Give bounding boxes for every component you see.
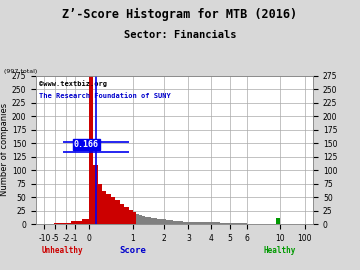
Bar [199,222,211,224]
Bar [230,223,238,224]
Bar [139,215,142,224]
Text: Sector: Financials: Sector: Financials [124,30,236,40]
Bar [168,220,171,224]
Text: ©www.textbiz.org: ©www.textbiz.org [39,80,107,87]
Bar [163,219,166,224]
Bar [71,221,82,224]
Text: 0.166: 0.166 [74,140,99,149]
Bar [151,218,154,224]
Bar [54,223,57,224]
Bar [142,216,145,224]
Bar [181,221,184,224]
Bar [93,165,98,224]
Bar [89,76,93,224]
Bar [171,220,174,224]
Bar [184,222,186,224]
Y-axis label: Number of companies: Number of companies [0,103,9,196]
Bar [211,222,220,224]
Text: The Research Foundation of SUNY: The Research Foundation of SUNY [39,93,171,99]
Bar [220,223,230,224]
Bar [111,197,115,224]
Bar [107,194,111,224]
Bar [98,184,102,224]
Bar [61,223,65,224]
Text: Unhealthy: Unhealthy [41,246,83,255]
Bar [136,214,139,224]
Bar [82,219,89,224]
Bar [161,219,163,224]
Bar [124,207,129,224]
Bar [157,219,161,224]
Bar [65,223,71,224]
Bar [129,210,133,224]
Bar [102,191,107,224]
Bar [166,220,168,224]
Bar [120,204,124,224]
Bar [148,217,151,224]
Bar [57,223,61,224]
Bar [179,221,181,224]
Text: Healthy: Healthy [263,246,296,255]
Bar [154,218,157,224]
Bar [174,221,176,224]
Bar [145,217,148,224]
Bar [186,222,189,224]
Text: Score: Score [120,246,147,255]
Text: (997 total): (997 total) [4,69,37,74]
Bar [238,223,247,224]
Bar [276,218,280,224]
Bar [133,212,136,224]
Bar [115,200,120,224]
Bar [176,221,179,224]
Bar [189,222,199,224]
Text: Z’-Score Histogram for MTB (2016): Z’-Score Histogram for MTB (2016) [62,8,298,21]
